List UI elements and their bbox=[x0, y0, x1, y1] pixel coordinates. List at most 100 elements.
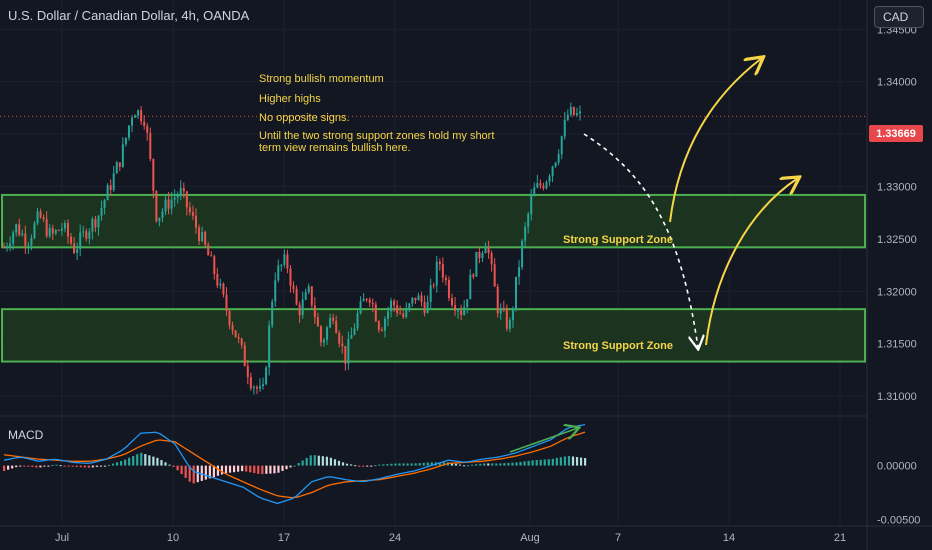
candle-body bbox=[420, 295, 423, 303]
candle-body bbox=[426, 301, 429, 313]
macd-histogram-bar bbox=[19, 465, 22, 467]
macd-histogram-bar bbox=[329, 457, 333, 466]
candle-body bbox=[380, 329, 383, 331]
macd-histogram-bar bbox=[172, 465, 175, 467]
candle-body bbox=[396, 305, 399, 313]
time-tick-label: 24 bbox=[389, 532, 401, 544]
symbol-title[interactable]: U.S. Dollar / Canadian Dollar, 4h, OANDA bbox=[8, 8, 250, 23]
macd-histogram-bar bbox=[164, 462, 167, 466]
macd-histogram-bar bbox=[55, 464, 58, 466]
candle-body bbox=[249, 377, 252, 389]
macd-histogram-bar bbox=[7, 465, 10, 470]
candle-body bbox=[441, 264, 444, 278]
candle-body bbox=[326, 327, 329, 340]
candle-body bbox=[539, 183, 542, 186]
macd-histogram-bar bbox=[519, 461, 522, 466]
candle-body bbox=[237, 337, 240, 339]
macd-histogram-bar bbox=[79, 465, 82, 468]
time-tick-label: 10 bbox=[167, 532, 179, 544]
candle-body bbox=[149, 132, 152, 160]
candle-body bbox=[213, 256, 216, 274]
candle-body bbox=[91, 218, 94, 232]
candle-body bbox=[359, 301, 362, 314]
currency-button[interactable]: CAD bbox=[874, 6, 924, 28]
candle-body bbox=[30, 237, 33, 246]
candle-body bbox=[368, 299, 371, 303]
candle-body bbox=[515, 276, 517, 309]
candle-body bbox=[329, 317, 332, 328]
last-price-badge: 1.33669 bbox=[869, 125, 923, 142]
candle-body bbox=[262, 384, 265, 387]
candle-body bbox=[493, 264, 496, 287]
candle-body bbox=[246, 366, 249, 378]
candle-body bbox=[185, 191, 188, 208]
macd-histogram-bar bbox=[228, 465, 232, 473]
candle-body bbox=[286, 254, 289, 269]
candle-body bbox=[536, 183, 539, 188]
candle-body bbox=[444, 277, 447, 281]
candle-body bbox=[353, 328, 356, 335]
candle-body bbox=[15, 224, 18, 233]
candle-body bbox=[179, 187, 182, 196]
candle-body bbox=[24, 233, 27, 246]
candle-body bbox=[332, 317, 335, 321]
macd-histogram-bar bbox=[317, 455, 320, 466]
macd-histogram-bar bbox=[224, 465, 228, 474]
macd-histogram-bar bbox=[253, 465, 256, 474]
macd-histogram-bar bbox=[390, 463, 393, 466]
candle-body bbox=[454, 305, 457, 311]
candle-body bbox=[39, 211, 42, 218]
macd-histogram-bar bbox=[11, 465, 14, 469]
candle-body bbox=[82, 231, 85, 233]
macd-histogram-bar bbox=[555, 457, 558, 466]
candle-body bbox=[57, 230, 60, 232]
candle-body bbox=[402, 313, 405, 318]
macd-histogram-bar bbox=[168, 464, 171, 466]
candle-body bbox=[435, 261, 438, 286]
macd-histogram-bar bbox=[47, 465, 50, 467]
projected-dip-arrow bbox=[583, 133, 698, 348]
macd-histogram-bar bbox=[208, 465, 211, 479]
candle-body bbox=[207, 244, 210, 256]
candle-body bbox=[182, 187, 185, 192]
time-tick-label: 7 bbox=[615, 532, 621, 544]
macd-histogram-bar bbox=[15, 465, 18, 468]
macd-histogram-bar bbox=[579, 457, 583, 466]
candle-body bbox=[414, 297, 417, 301]
candle-body bbox=[417, 295, 420, 301]
candle-body bbox=[42, 217, 45, 220]
candle-body bbox=[33, 223, 36, 238]
macd-histogram-bar bbox=[188, 465, 191, 482]
macd-histogram-bar bbox=[458, 464, 462, 466]
macd-histogram-bar bbox=[91, 465, 94, 468]
bullish-arrow-lower bbox=[705, 178, 798, 346]
candle-body bbox=[255, 387, 258, 389]
macd-histogram-bar bbox=[281, 465, 284, 471]
candle-body bbox=[191, 212, 194, 216]
candle-body bbox=[274, 280, 277, 302]
macd-histogram-bar bbox=[471, 464, 474, 466]
macd-histogram-bar bbox=[575, 457, 579, 466]
support-zones bbox=[1, 193, 866, 363]
macd-histogram-bar bbox=[216, 465, 220, 476]
macd-histogram-bar bbox=[245, 465, 248, 472]
price-tick-label: 1.31000 bbox=[877, 391, 917, 403]
macd-label[interactable]: MACD bbox=[8, 428, 44, 442]
macd-histogram-bar bbox=[289, 465, 292, 468]
candle-body bbox=[63, 223, 66, 229]
candle-body bbox=[3, 247, 5, 249]
candle-body bbox=[18, 224, 21, 236]
macd-histogram-bar bbox=[354, 465, 357, 467]
price-tick-label: 1.32000 bbox=[877, 286, 917, 298]
macd-histogram-bar bbox=[495, 463, 498, 466]
candle-body bbox=[350, 334, 353, 339]
candle-body bbox=[158, 217, 161, 222]
macd-histogram-bar bbox=[511, 462, 514, 466]
macd-histogram-bar bbox=[87, 465, 90, 468]
macd-histogram-bar bbox=[71, 465, 74, 467]
macd-histogram-bar bbox=[237, 465, 240, 472]
candle-body bbox=[304, 292, 307, 300]
macd-tick-label: 0.00000 bbox=[877, 461, 917, 473]
